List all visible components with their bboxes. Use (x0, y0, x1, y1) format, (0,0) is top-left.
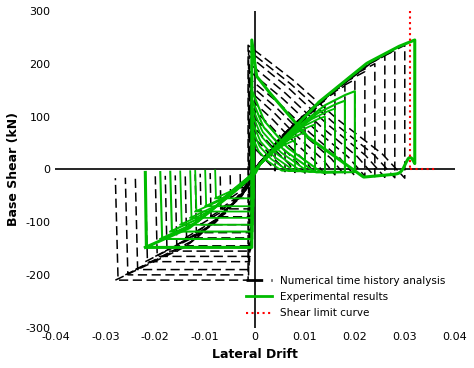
X-axis label: Lateral Drift: Lateral Drift (212, 348, 298, 361)
Legend: Numerical time history analysis, Experimental results, Shear limit curve: Numerical time history analysis, Experim… (241, 272, 449, 322)
Y-axis label: Base Shear (kN): Base Shear (kN) (7, 112, 20, 226)
